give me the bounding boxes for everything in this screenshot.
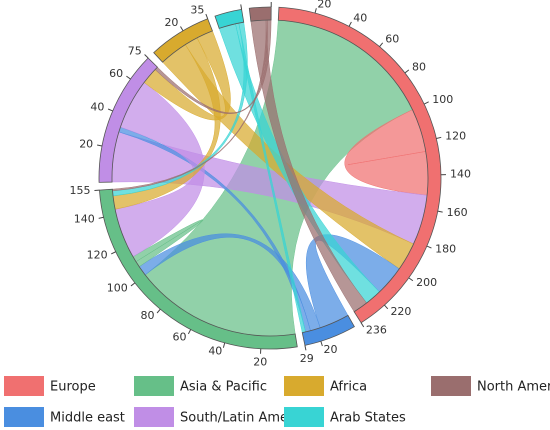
legend-label: Asia & Pacific [180, 380, 267, 395]
legend-label: North America [477, 380, 550, 395]
tick-label: 40 [90, 100, 104, 113]
tick-mark [314, 8, 317, 14]
tick-mark [98, 216, 104, 219]
node-arc [214, 8, 245, 29]
tick-label: 15 [233, 0, 247, 2]
tick-label: 120 [445, 129, 466, 142]
tick-mark [110, 251, 116, 255]
node-arc [301, 314, 355, 346]
tick-mark [379, 42, 384, 47]
tick-mark [437, 210, 443, 213]
tick-label: 80 [141, 309, 155, 322]
tick-label: 29 [300, 352, 314, 365]
tick-label: 140 [450, 168, 471, 181]
tick-mark [126, 75, 131, 80]
tick-label: 160 [447, 206, 468, 219]
tick-label: 80 [412, 60, 426, 73]
tick-mark [426, 245, 432, 249]
node-arc [99, 188, 298, 350]
tick-label: 236 [366, 323, 387, 336]
tick-label: 60 [109, 67, 123, 80]
tick-label: 140 [74, 212, 95, 225]
tick-mark [205, 13, 209, 19]
tick-label: 20 [253, 356, 267, 369]
tick-mark [156, 308, 161, 314]
tick-label: 60 [173, 330, 187, 343]
tick-label: 20 [324, 343, 338, 356]
tick-label: 180 [435, 243, 456, 256]
tick-label: 20 [79, 137, 93, 150]
tick-mark [360, 322, 365, 328]
tick-mark [180, 26, 184, 32]
legend-label: South/Latin America [180, 411, 312, 426]
tick-label: 35 [190, 3, 204, 16]
tick-mark [384, 304, 389, 310]
legend-label: Africa [330, 380, 367, 395]
tick-mark [404, 69, 410, 74]
tick-mark [240, 4, 243, 10]
tick-mark [130, 282, 136, 287]
node-arc [98, 57, 158, 183]
tick-label: 20 [164, 16, 178, 29]
tick-label: 75 [128, 45, 142, 58]
tick-mark [320, 341, 323, 347]
tick-label: 40 [353, 11, 367, 24]
tick-mark [408, 277, 414, 282]
tick-label: 120 [87, 249, 108, 262]
legend-swatch [431, 376, 471, 396]
tick-mark [107, 108, 113, 112]
tick-mark [187, 329, 192, 335]
node-arc [248, 6, 272, 22]
tick-mark [423, 101, 429, 105]
legend-swatch [134, 376, 174, 396]
legend-swatch [4, 407, 44, 427]
tick-label: 220 [390, 305, 411, 318]
tick-label: 100 [432, 93, 453, 106]
legend-label: Arab States [330, 411, 406, 426]
legend-label: Europe [50, 380, 96, 395]
tick-label: 40 [208, 345, 222, 358]
legend-swatch [4, 376, 44, 396]
legend-label: Middle east [50, 411, 125, 426]
tick-label: 20 [317, 0, 331, 10]
tick-mark [222, 342, 226, 348]
tick-mark [348, 21, 352, 27]
tick-mark [304, 345, 307, 351]
ribbons [111, 19, 429, 337]
tick-label: 100 [107, 281, 128, 294]
legend-swatch [284, 407, 324, 427]
tick-mark [436, 136, 442, 139]
tick-label: 155 [69, 184, 90, 197]
node-arc [153, 18, 213, 63]
legend-swatch [284, 376, 324, 396]
tick-mark [97, 144, 103, 147]
tick-label: 200 [416, 276, 437, 289]
node-arc [277, 6, 442, 324]
legend-swatch [134, 407, 174, 427]
tick-mark [144, 54, 149, 59]
tick-label: 60 [385, 33, 399, 46]
